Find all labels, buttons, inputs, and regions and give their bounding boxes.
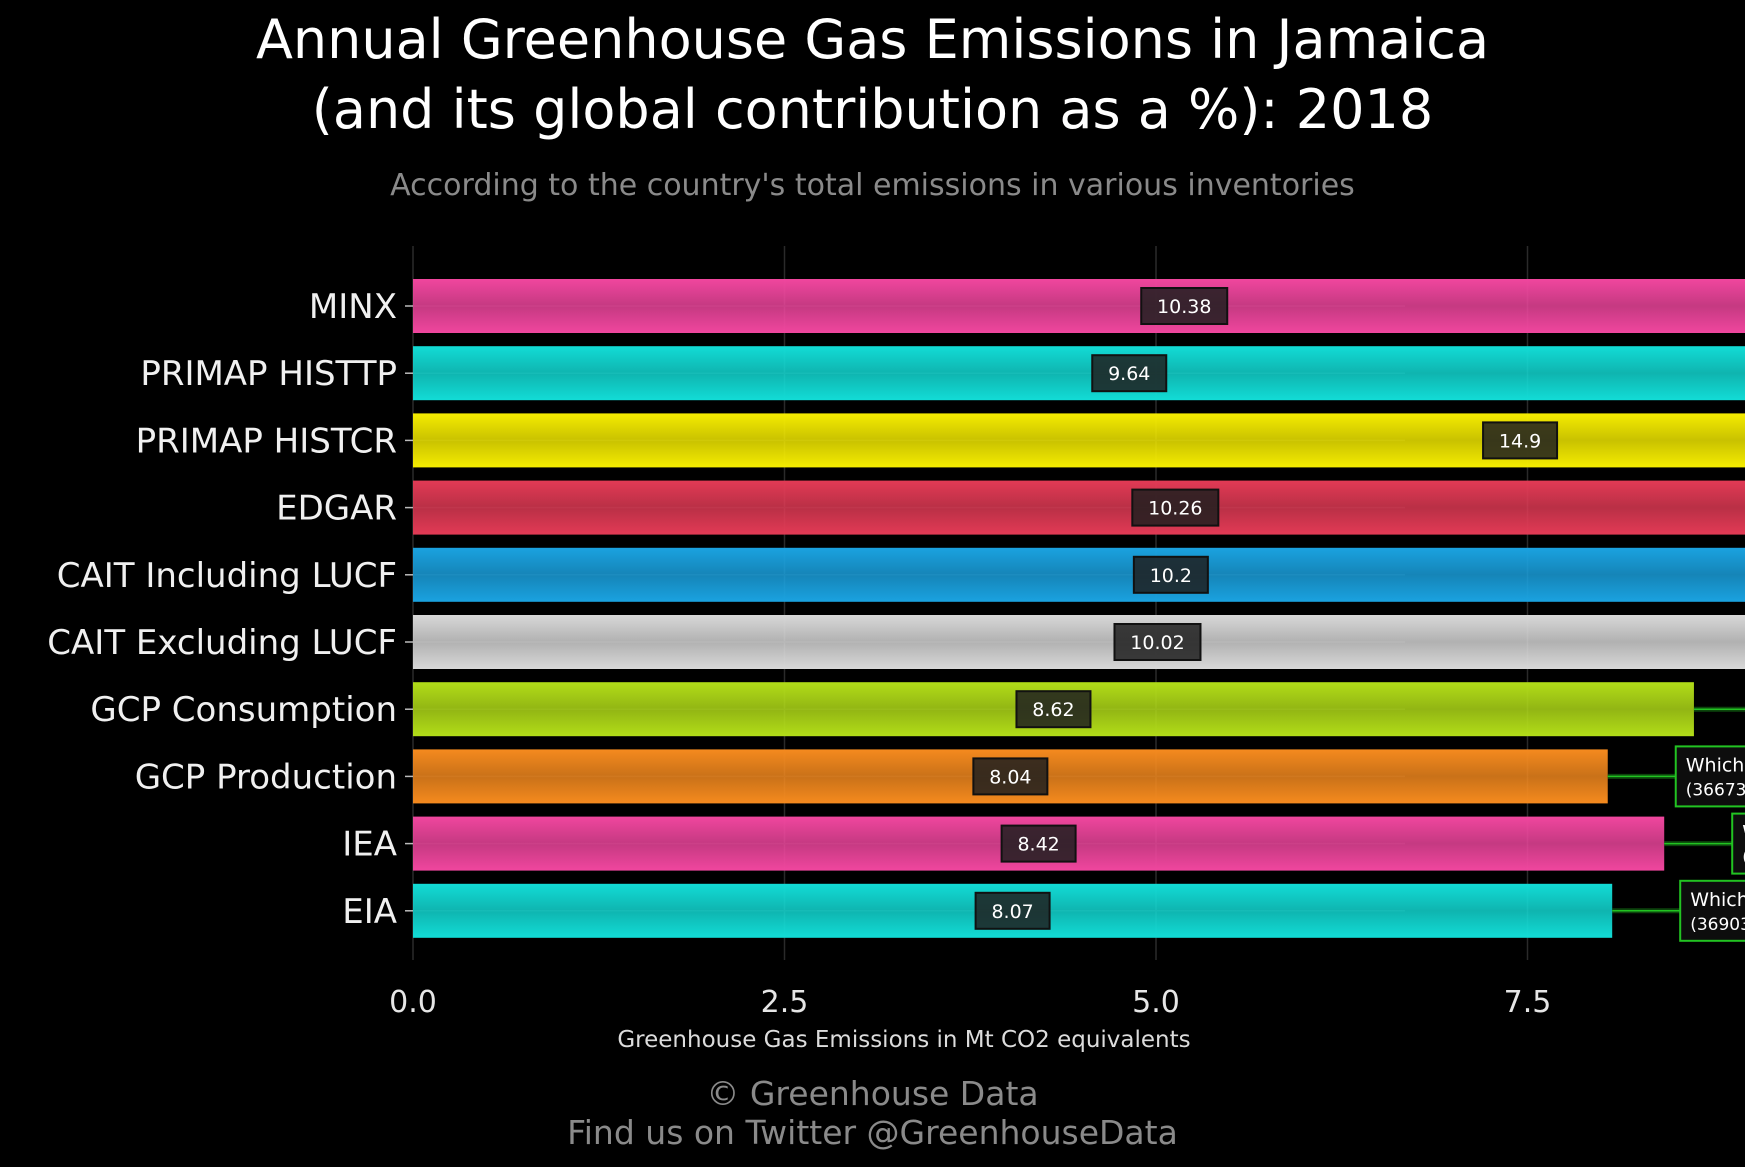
value-label-box xyxy=(1015,690,1092,729)
y-tick-label: CAIT Excluding LUCF xyxy=(47,623,397,663)
bar xyxy=(413,346,1745,401)
y-tick-label: EDGAR xyxy=(276,489,397,529)
value-label: 14.9 xyxy=(1499,430,1541,452)
x-axis-label: Greenhouse Gas Emissions in Mt CO2 equiv… xyxy=(617,1027,1190,1053)
value-label-box xyxy=(972,757,1049,796)
y-tick-label: GCP Production xyxy=(135,757,397,797)
value-label-box xyxy=(1131,488,1220,527)
footer-twitter: Find us on Twitter @GreenhouseData xyxy=(567,1113,1178,1152)
x-tick-label: 0.0 xyxy=(389,985,437,1020)
y-tick-label: PRIMAP HISTCR xyxy=(136,421,397,461)
y-tick-label: MINX xyxy=(309,287,397,327)
y-tick-label: IEA xyxy=(342,825,397,865)
annotation-line1: Which is 0.022% of global emissions xyxy=(1686,754,1745,776)
annotation-box xyxy=(1731,812,1745,875)
value-label-box xyxy=(1091,354,1168,393)
footer-copyright: © Greenhouse Data xyxy=(706,1074,1039,1113)
bar xyxy=(413,615,1745,669)
y-tick-label: PRIMAP HISTTP xyxy=(140,354,397,394)
x-tick-label: 7.5 xyxy=(1504,985,1552,1020)
x-tick-label: 2.5 xyxy=(761,985,809,1020)
value-label: 10.02 xyxy=(1130,632,1184,654)
chart-title-line1: Annual Greenhouse Gas Emissions in Jamai… xyxy=(255,8,1490,71)
bar xyxy=(413,279,1745,333)
bars: 10.38Which is 0.02% of global emissions(… xyxy=(413,279,1745,942)
bar xyxy=(413,480,1745,535)
value-label-box xyxy=(1140,287,1229,325)
x-tick-label: 5.0 xyxy=(1132,985,1180,1020)
y-tick-label: CAIT Including LUCF xyxy=(57,556,397,596)
annotation-box xyxy=(1679,879,1745,942)
value-label-box xyxy=(1113,623,1202,661)
value-label: 9.64 xyxy=(1108,363,1150,385)
value-label-box xyxy=(974,891,1051,930)
annotation-line1: Which is 0.022% of global emissions xyxy=(1690,889,1745,911)
value-label-box xyxy=(1482,421,1559,460)
y-tick-label: EIA xyxy=(342,892,397,932)
value-label-box xyxy=(1132,555,1209,594)
value-label: 10.38 xyxy=(1157,296,1211,318)
value-label: 8.42 xyxy=(1017,834,1059,856)
bar xyxy=(413,547,1745,602)
value-label: 10.26 xyxy=(1148,498,1202,520)
y-tick-label: GCP Consumption xyxy=(90,690,397,730)
annotation-box xyxy=(1674,745,1745,808)
value-label: 8.62 xyxy=(1032,699,1074,721)
value-label: 8.07 xyxy=(991,901,1033,923)
value-label: 10.2 xyxy=(1150,565,1192,587)
chart-subtitle: According to the country's total emissio… xyxy=(390,168,1355,203)
axes: 0.02.55.07.510.012.515.0MINXPRIMAP HISTT… xyxy=(47,287,1552,1020)
value-label: 8.04 xyxy=(989,766,1031,788)
annotation-line1: Which is 0.025% of global emissions xyxy=(1742,822,1745,844)
chart-title-line2: (and its global contribution as a %): 20… xyxy=(311,78,1434,141)
value-label-box xyxy=(1000,824,1077,863)
